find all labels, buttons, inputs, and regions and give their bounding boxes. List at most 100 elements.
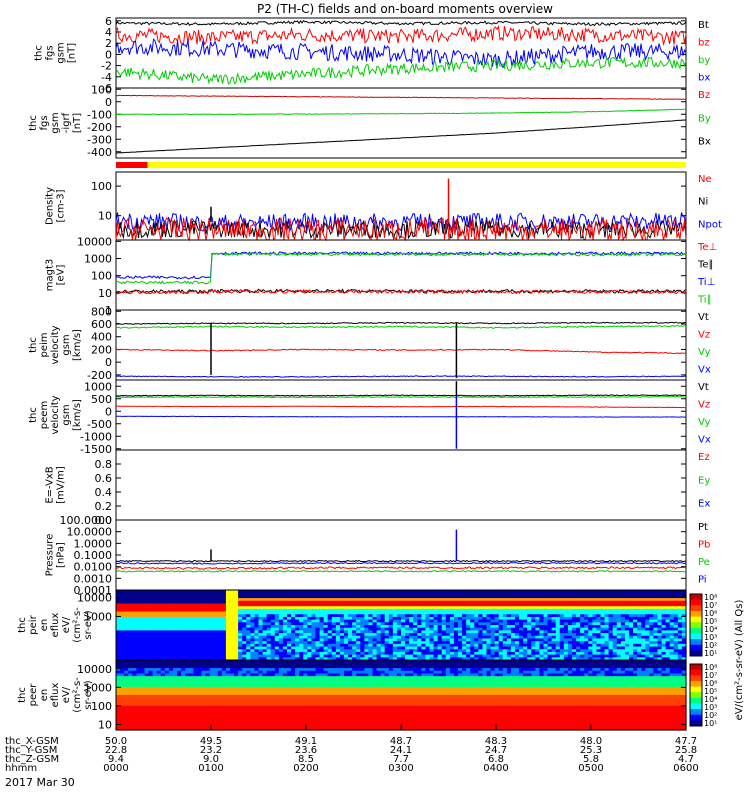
heatmap-cell [425,641,431,645]
heatmap-cell [384,646,390,650]
heatmap-cell [136,668,142,672]
heatmap-cell [168,703,174,707]
heatmap-cell [197,627,203,631]
heatmap-cell [352,616,357,621]
heatmap-cell [307,635,313,640]
heatmap-cell [262,670,268,675]
heatmap-cell [209,684,215,688]
heatmap-cell [181,724,186,728]
heatmap-cell [421,595,427,599]
heatmap-cell [282,686,288,691]
heatmap-cell [588,651,593,656]
heatmap-cell [246,673,251,677]
heatmap-cell [596,635,602,640]
heatmap-cell [600,630,606,634]
heatmap-cell [604,619,610,623]
y-tick-label: -400 [87,146,112,159]
heatmap-cell [559,651,565,656]
heatmap-cell [197,692,203,696]
heatmap-cell [221,686,227,691]
heatmap-cell [213,705,219,710]
heatmap-cell [510,633,516,637]
heatmap-cell [653,654,659,658]
heatmap-cell [201,665,207,669]
heatmap-cell [624,600,630,605]
heatmap-cell [486,643,492,648]
heatmap-cell [592,649,598,653]
heatmap-cell [352,598,357,602]
heatmap-cell [140,649,146,653]
heatmap-cell [213,713,219,718]
heatmap-cell [555,606,561,610]
heatmap-cell [250,643,256,648]
heatmap-cell [616,630,622,634]
heatmap-cell [291,651,296,656]
heatmap-cell [441,619,447,623]
heatmap-cell [246,619,251,623]
heatmap-cell [291,614,296,618]
heatmap-cell [225,592,231,596]
heatmap-cell [486,654,492,658]
heatmap-cell [299,654,304,658]
heatmap-cell [401,606,406,610]
heatmap-cell [250,651,256,656]
heatmap-cell [348,600,353,605]
heatmap-cell [629,611,634,615]
heatmap-cell [510,622,516,626]
series-Vt [115,321,687,325]
heatmap-cell [274,703,280,707]
heatmap-cell [164,657,170,661]
heatmap-cell [291,606,296,610]
heatmap-cell [262,643,268,648]
heatmap-cell [152,700,158,704]
heatmap-cell [449,633,455,637]
heatmap-cell [197,606,203,610]
heatmap-cell [376,646,382,650]
heatmap-cell [437,616,443,621]
heatmap-cell [470,651,475,656]
heatmap-cell [221,603,227,607]
heatmap-cell [295,600,300,605]
heatmap-cell [282,622,288,626]
heatmap-cell [266,678,272,683]
heatmap-cell [445,630,451,634]
heatmap-cell [653,614,659,618]
heatmap-cell [665,643,671,648]
heatmap-cell [266,681,272,685]
heatmap-cell [429,633,435,637]
heatmap-cell [311,611,317,615]
heatmap-cell [266,692,272,696]
heatmap-cell [164,611,170,615]
heatmap-cell [376,598,382,602]
heatmap-cell [307,646,313,650]
heatmap-cell [234,600,239,605]
heatmap-cell [303,606,308,610]
heatmap-cell [209,705,215,710]
heatmap-cell [620,598,626,602]
heatmap-cell [360,646,365,650]
series-Bt [115,19,687,27]
heatmap-cell [234,727,239,731]
heatmap-cell [185,598,190,602]
heatmap-cell [221,625,227,629]
heatmap-cell [429,649,435,653]
heatmap-cell [181,703,186,707]
heatmap-cell [258,633,264,637]
heatmap-cell [156,603,162,607]
heatmap-cell [209,598,215,602]
heatmap-cell [523,622,528,626]
heatmap-cell [531,595,536,599]
heatmap-cell [405,595,410,599]
heatmap-cell [242,727,247,731]
heatmap-cell [368,643,374,648]
heatmap-cell [401,603,406,607]
heatmap-cell [148,692,154,696]
y-label-line: peim [39,332,50,357]
heatmap-cell [189,713,194,718]
heatmap-cell [254,692,260,696]
heatmap-cell [132,641,137,645]
heatmap-cell [225,606,231,610]
heatmap-cell [173,651,178,656]
heatmap-cell [482,635,488,640]
heatmap-cell [270,670,276,675]
